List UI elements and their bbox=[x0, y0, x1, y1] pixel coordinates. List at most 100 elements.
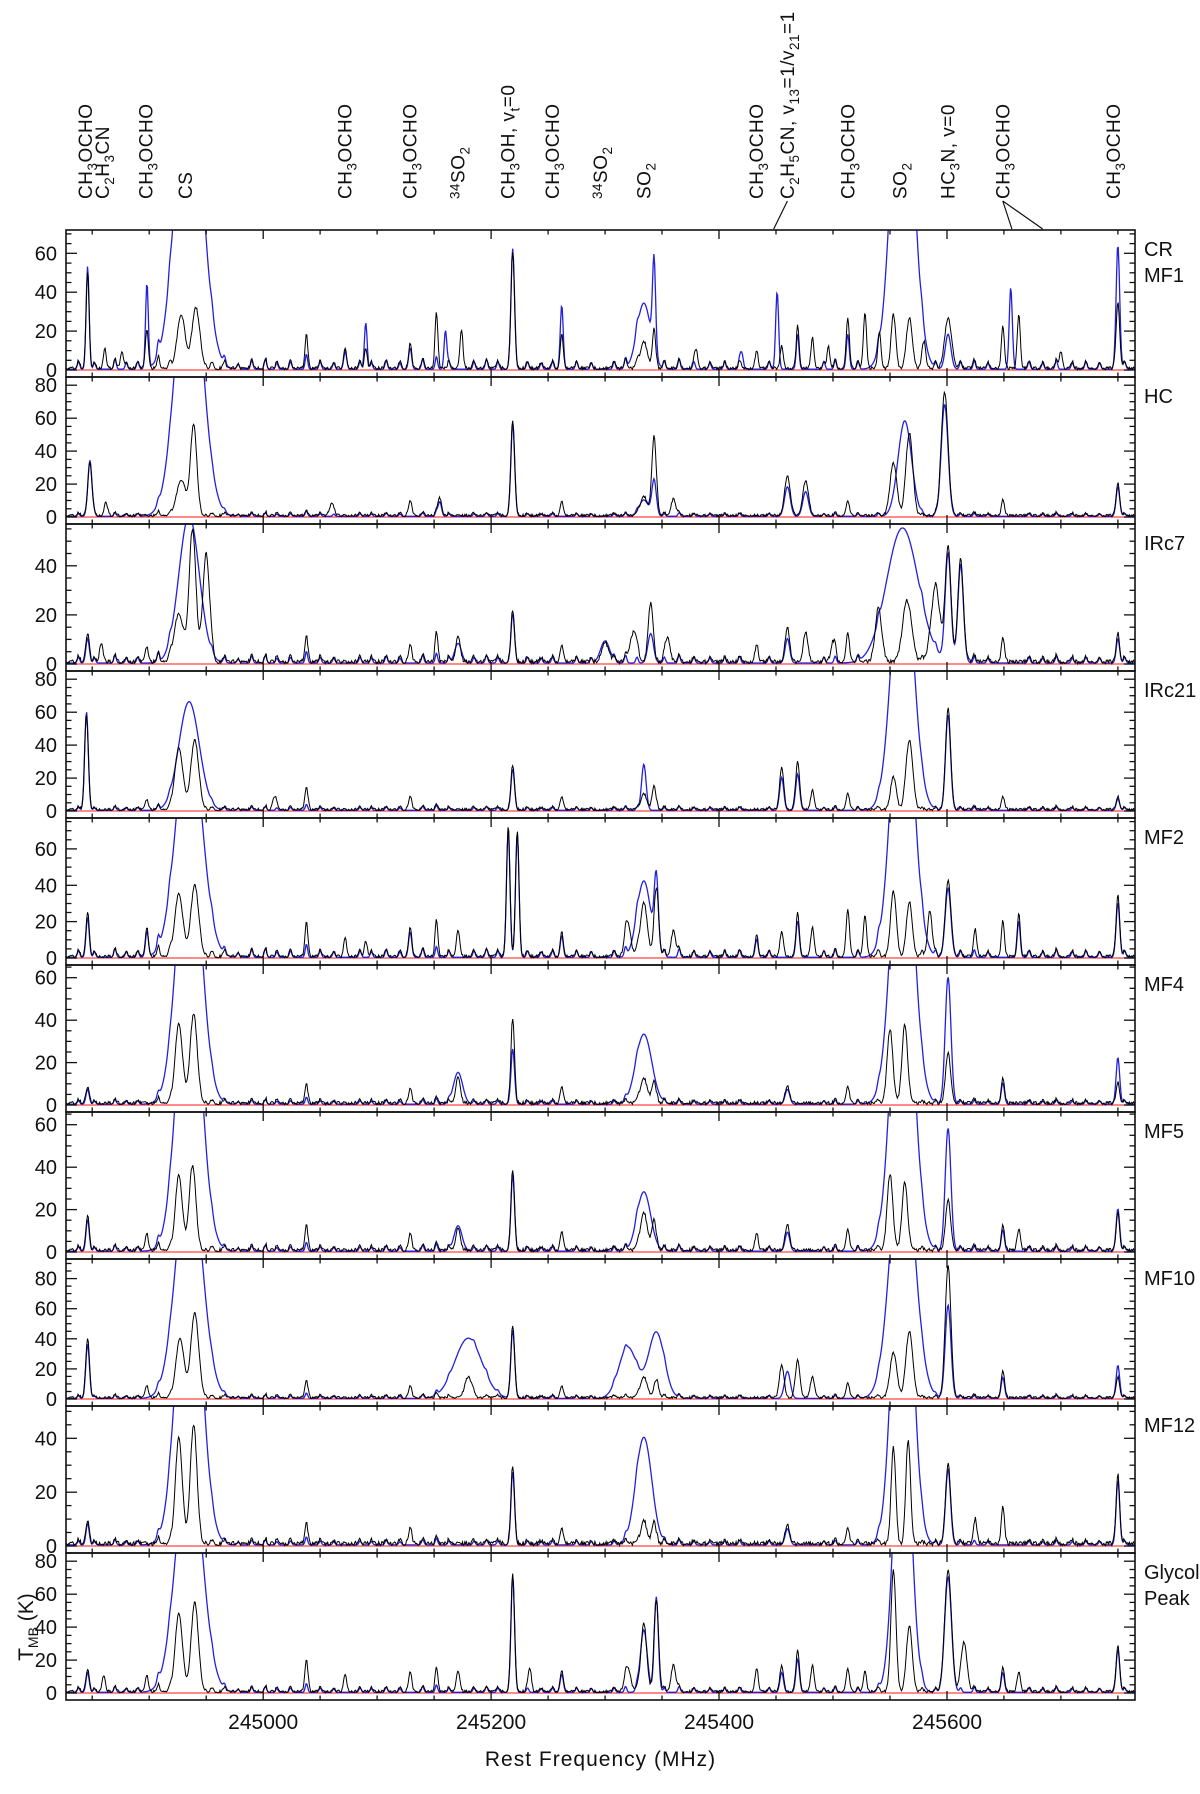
panel-name-label: Peak bbox=[1144, 1588, 1191, 1610]
panel-name-label: CR bbox=[1144, 239, 1173, 261]
panel-ticks bbox=[66, 670, 1135, 818]
line-id-pointer bbox=[1002, 200, 1044, 230]
observed-trace bbox=[66, 1165, 1135, 1254]
y-tick-label: 40 bbox=[35, 875, 57, 897]
x-tick-label: 245000 bbox=[228, 1711, 298, 1734]
model-trace bbox=[66, 1553, 1135, 1693]
spectrum-panel-mf2 bbox=[66, 818, 1135, 960]
model-trace bbox=[66, 377, 1135, 517]
y-tick-label: 60 bbox=[35, 968, 57, 990]
panel-name-label: MF12 bbox=[1144, 1415, 1195, 1437]
panel-frame bbox=[65, 817, 1136, 966]
y-tick-label: 40 bbox=[35, 1617, 57, 1639]
panel-frame bbox=[65, 670, 1136, 819]
y-tick-label: 20 bbox=[35, 321, 57, 343]
y-tick-label: 20 bbox=[35, 912, 57, 934]
line-id-label: CH3​OCHO bbox=[136, 104, 160, 199]
panel-name-label: MF5 bbox=[1144, 1121, 1184, 1143]
model-trace bbox=[66, 818, 1135, 958]
y-tick-label: 20 bbox=[35, 605, 57, 627]
y-tick-label: 80 bbox=[35, 375, 57, 397]
panel-name-label: HC bbox=[1144, 386, 1173, 408]
observed-trace bbox=[66, 1013, 1135, 1107]
spectrum-panel-hc bbox=[66, 377, 1135, 519]
line-id-labels: CH3​OCHO C2​H3​CN CH3​OCHO CS CH3​OCHO CH3​OC… bbox=[76, 11, 1128, 230]
line-id-label: CH3​OCHO bbox=[838, 104, 862, 199]
y-tick-label: 0 bbox=[46, 1095, 57, 1117]
panel-ticks bbox=[66, 1112, 1135, 1259]
y-tick-label: 20 bbox=[35, 1482, 57, 1504]
line-id-label: CH3​OCHO bbox=[993, 104, 1017, 199]
model-trace bbox=[66, 965, 1135, 1105]
line-id-pointer bbox=[773, 200, 788, 230]
panel-name-label: Glycol bbox=[1144, 1562, 1200, 1584]
model-trace bbox=[66, 1112, 1135, 1252]
y-tick-label: 60 bbox=[35, 408, 57, 430]
panel-ticks bbox=[66, 965, 1135, 1112]
line-id-label: CH3​OCHO bbox=[543, 104, 567, 199]
observed-trace bbox=[66, 252, 1135, 372]
y-tick-label: 60 bbox=[35, 1115, 57, 1137]
observed-trace bbox=[66, 528, 1135, 666]
panel-frame bbox=[65, 1258, 1136, 1407]
panel-ticks bbox=[66, 1552, 1135, 1700]
line-id-label: CH3​OCHO bbox=[336, 104, 360, 199]
x-tick-label: 245600 bbox=[912, 1711, 982, 1734]
line-id-label: C2​H3​CN bbox=[93, 126, 117, 199]
line-id-label: CH3​OH, vt​=0 bbox=[499, 85, 523, 199]
y-tick-label: 20 bbox=[35, 768, 57, 790]
y-tick-label: 60 bbox=[35, 1299, 57, 1321]
y-axis-title-symbol: T bbox=[14, 1648, 38, 1661]
observed-trace bbox=[66, 1569, 1135, 1695]
panel-frame bbox=[65, 229, 1136, 378]
panel-name-label: MF10 bbox=[1144, 1268, 1195, 1290]
model-trace bbox=[66, 1259, 1135, 1400]
y-tick-label: 0 bbox=[46, 1536, 57, 1558]
model-trace bbox=[66, 524, 1135, 664]
panel-ticks bbox=[66, 230, 1135, 377]
observed-trace bbox=[66, 1265, 1135, 1400]
spectrum-panel-cr-mf1 bbox=[66, 230, 1135, 372]
observed-trace bbox=[66, 827, 1135, 960]
x-tick-label: 245200 bbox=[456, 1711, 526, 1734]
y-tick-label: 40 bbox=[35, 1329, 57, 1351]
y-tick-label: 40 bbox=[35, 282, 57, 304]
spectrum-panel-irc21 bbox=[66, 671, 1135, 813]
spectrum-panel-mf12 bbox=[66, 1406, 1135, 1548]
y-tick-label: 40 bbox=[35, 735, 57, 757]
observed-trace bbox=[66, 707, 1135, 813]
panel-frame bbox=[65, 1405, 1136, 1554]
y-tick-label: 80 bbox=[35, 1551, 57, 1573]
y-tick-label: 0 bbox=[46, 1683, 57, 1705]
panel-ticks bbox=[66, 524, 1135, 671]
y-axis-title: TMB (K) bbox=[15, 1537, 41, 1717]
y-tick-label: 40 bbox=[35, 1010, 57, 1032]
y-tick-label: 60 bbox=[35, 1584, 57, 1606]
y-tick-label: 20 bbox=[35, 1359, 57, 1381]
observed-trace bbox=[66, 1424, 1135, 1548]
y-tick-label: 40 bbox=[35, 1428, 57, 1450]
line-id-label: CS bbox=[176, 172, 197, 199]
y-tick-label: 0 bbox=[46, 948, 57, 970]
y-tick-label: 20 bbox=[35, 1200, 57, 1222]
y-tick-label: 40 bbox=[35, 441, 57, 463]
line-id-label: CH3​OCHO bbox=[401, 104, 425, 199]
line-id-label: 34​SO2​ bbox=[448, 147, 473, 200]
panel-name-label: MF2 bbox=[1144, 827, 1184, 849]
model-trace bbox=[66, 1406, 1135, 1546]
y-tick-label: 20 bbox=[35, 474, 57, 496]
panel-ticks bbox=[66, 1259, 1135, 1406]
y-tick-label: 80 bbox=[35, 1269, 57, 1291]
panel-ticks bbox=[66, 376, 1135, 524]
spectrum-panel-irc7 bbox=[66, 524, 1135, 666]
spectrum-panel-mf10 bbox=[66, 1259, 1135, 1400]
panel-name-label: MF4 bbox=[1144, 974, 1184, 996]
y-tick-label: 60 bbox=[35, 839, 57, 861]
y-tick-label: 40 bbox=[35, 1157, 57, 1179]
y-tick-label: 0 bbox=[46, 654, 57, 676]
x-tick-label: 245400 bbox=[684, 1711, 754, 1734]
y-tick-label: 0 bbox=[46, 801, 57, 823]
panel-frame bbox=[65, 1552, 1136, 1701]
